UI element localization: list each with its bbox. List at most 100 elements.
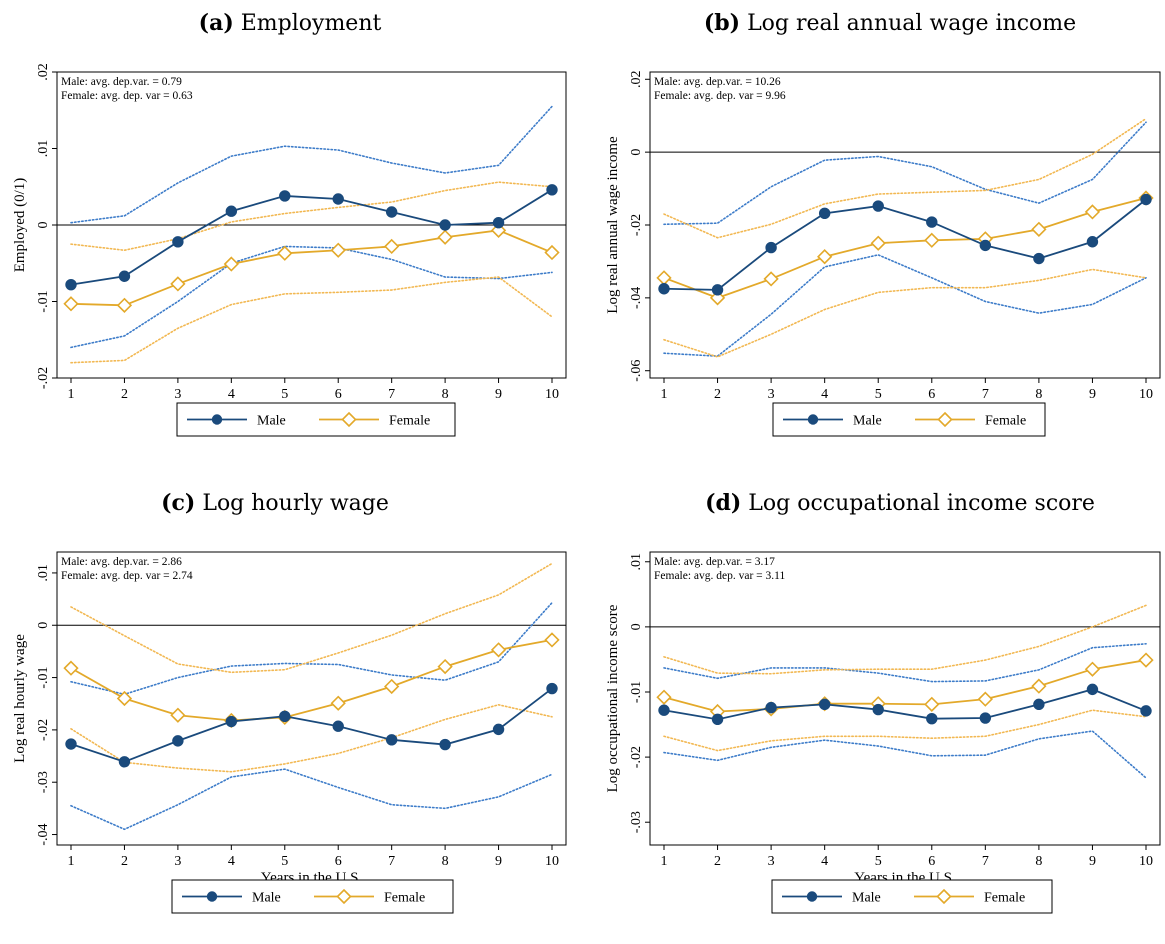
- series-female-ci-low-line: [663, 268, 1147, 358]
- panel-c-title: (c) Log hourly wage: [150, 490, 400, 516]
- x-tick-label: 3: [768, 854, 775, 869]
- x-tick-label: 5: [875, 387, 882, 402]
- x-tick-label: 10: [1139, 854, 1153, 869]
- series-female-line: [663, 659, 1147, 713]
- x-tick-label: 7: [982, 387, 989, 402]
- panel-a-title-text: Employment: [240, 11, 382, 36]
- male-point: [658, 283, 670, 295]
- series-female-ci-low-line: [70, 276, 553, 364]
- female-point: [330, 695, 346, 711]
- male-point: [225, 715, 238, 728]
- series-male-ci-high-line: [70, 601, 553, 696]
- panel-b-title: (b) Log real annual wage income: [690, 10, 1090, 36]
- female-point: [490, 642, 507, 658]
- x-tick-label: 6: [928, 387, 935, 402]
- panel-d-title-text: Log occupational income score: [748, 491, 1095, 516]
- male-point: [118, 270, 131, 282]
- male-point: [546, 682, 558, 695]
- annotation: Female: avg. dep. var = 9.96: [654, 90, 786, 102]
- y-tick-label: .02: [36, 63, 51, 81]
- male-point: [1140, 193, 1152, 206]
- series-female-ci-high-line: [70, 181, 553, 252]
- female-point: [330, 242, 346, 258]
- female-point: [384, 238, 400, 255]
- male-point: [765, 701, 777, 714]
- series-male-ci-high-line: [663, 121, 1147, 226]
- female-point: [870, 235, 886, 251]
- y-tick-label: -.02: [629, 746, 644, 768]
- legend-male-marker: [806, 891, 818, 902]
- x-tick-label: 7: [388, 387, 395, 402]
- x-tick-label: 4: [228, 854, 235, 869]
- male-point: [1086, 683, 1099, 696]
- y-tick-label: -.06: [629, 360, 644, 382]
- male-point: [979, 239, 992, 252]
- female-point: [544, 632, 560, 648]
- y-tick-label: -.01: [629, 681, 644, 703]
- male-point: [492, 217, 505, 229]
- panel-a-title: (a) Employment: [185, 10, 395, 36]
- female-point: [656, 270, 672, 286]
- female-point: [1031, 221, 1047, 238]
- panel-b-letter: (b): [703, 10, 741, 36]
- x-tick-label: 3: [174, 854, 181, 869]
- female-point: [1031, 678, 1047, 694]
- male-point: [172, 236, 184, 248]
- y-tick-label: -.02: [629, 214, 644, 236]
- female-point: [1084, 204, 1101, 220]
- male-point: [492, 723, 505, 736]
- legend-male-label: Male: [252, 891, 281, 906]
- y-tick-label: -.02: [36, 719, 51, 741]
- x-tick-label: 8: [442, 854, 449, 869]
- male-point: [385, 206, 398, 218]
- series-male-line: [663, 198, 1147, 291]
- series-male-ci-low-line: [70, 245, 553, 349]
- y-tick-label: .01: [629, 553, 644, 571]
- series-male-ci-high-line: [70, 105, 553, 224]
- y-tick-label: .01: [36, 564, 51, 582]
- y-tick-label: .01: [36, 140, 51, 158]
- x-tick-label: 8: [442, 387, 449, 402]
- y-axis-label: Employed (0/1): [12, 178, 28, 273]
- female-point: [656, 689, 672, 705]
- annotation: Male: avg. dep.var. = 0.79: [61, 76, 182, 88]
- x-tick-label: 3: [174, 387, 181, 402]
- series-female-ci-high-line: [663, 604, 1147, 675]
- x-tick-label: 2: [121, 387, 128, 402]
- female-point: [1084, 661, 1101, 677]
- male-point: [658, 704, 670, 716]
- legend-male-marker: [807, 414, 819, 425]
- panel-d-letter: (d): [705, 490, 742, 516]
- female-point: [277, 245, 293, 261]
- male-point: [546, 184, 558, 196]
- legend-male-label: Male: [853, 414, 882, 429]
- annotation: Male: avg. dep.var. = 3.17: [654, 556, 775, 568]
- male-point: [118, 756, 131, 768]
- male-point: [872, 703, 884, 716]
- y-tick-label: -.02: [36, 367, 51, 389]
- x-tick-label: 5: [281, 387, 288, 402]
- x-tick-label: 4: [821, 387, 828, 402]
- chart-panel-0: -.02-.010.01.0212345678910Years in the U…: [12, 63, 567, 437]
- plot-frame: [649, 551, 1161, 846]
- male-point: [818, 698, 831, 711]
- x-tick-label: 3: [768, 387, 775, 402]
- legend-female-label: Female: [389, 414, 430, 429]
- male-point: [332, 720, 344, 732]
- x-tick-label: 9: [495, 387, 502, 402]
- panel-b-title-text: Log real annual wage income: [747, 11, 1077, 36]
- female-point: [63, 296, 79, 312]
- female-point: [1138, 652, 1154, 668]
- series-male-line: [663, 688, 1147, 721]
- male-point: [711, 284, 724, 296]
- female-point: [437, 229, 453, 245]
- y-tick-label: -.03: [36, 771, 51, 793]
- male-point: [279, 190, 291, 202]
- legend-male-label: Male: [852, 891, 881, 906]
- x-tick-label: 2: [714, 854, 721, 869]
- series-male-ci-high-line: [663, 643, 1147, 683]
- x-tick-label: 4: [821, 854, 828, 869]
